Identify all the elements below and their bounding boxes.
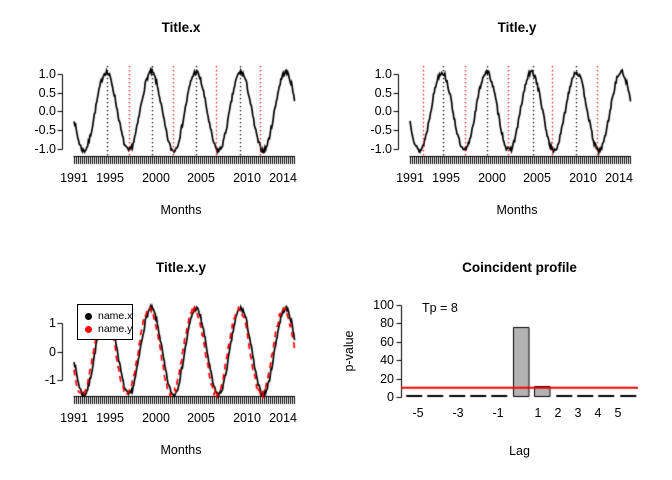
legend-dot-red-icon bbox=[85, 326, 92, 333]
x-tick-label: 1995 bbox=[96, 411, 124, 425]
tp-annotation: Tp = 8 bbox=[422, 301, 458, 315]
chart-title: Coincident profile bbox=[462, 260, 577, 275]
y-tick-label: 80 bbox=[380, 316, 394, 330]
x-tick-label: 2005 bbox=[187, 411, 215, 425]
x-tick-label: 2005 bbox=[187, 171, 215, 185]
y-tick-label: -0.5 bbox=[34, 123, 56, 137]
x-tick-label: 1 bbox=[534, 406, 542, 420]
x-tick-label: 2 bbox=[554, 406, 562, 420]
y-tick-label: 0 bbox=[387, 390, 394, 404]
y-tick-label: -1 bbox=[44, 373, 56, 387]
legend-label: name.y bbox=[98, 323, 133, 335]
panel-coincident-profile: Coincident profile Lag p-value Tp = 8 0 2… bbox=[336, 240, 672, 480]
x-tick-label: 2000 bbox=[142, 411, 170, 425]
x-tick-label: 2005 bbox=[523, 171, 551, 185]
x-tick-label: 5 bbox=[614, 406, 622, 420]
legend-item-name-x: name.x bbox=[85, 310, 132, 323]
title-x-chart-canvas bbox=[0, 0, 336, 240]
y-tick-label: 0.5 bbox=[374, 86, 392, 100]
panel-title-xy: Title.x.y Months name.x name.y 1 0 -1 1991 1… bbox=[0, 240, 336, 480]
y-tick-label: 0 bbox=[49, 345, 56, 359]
y-tick-label: 1 bbox=[49, 316, 56, 330]
x-axis-title: Months bbox=[160, 203, 202, 217]
x-tick-label: 2014 bbox=[605, 171, 633, 185]
y-tick-label: 0.5 bbox=[38, 86, 56, 100]
y-tick-label: -1.0 bbox=[34, 142, 56, 156]
y-tick-label: 40 bbox=[380, 353, 394, 367]
panel-title-y: Title.y Months 1.0 0.5 0.0 -0.5 -1.0 1991 1995… bbox=[336, 0, 672, 240]
x-tick-label: 1991 bbox=[60, 171, 88, 185]
x-tick-label: -5 bbox=[412, 406, 424, 420]
x-tick-label: 4 bbox=[594, 406, 602, 420]
chart-title: Title.x.y bbox=[155, 260, 207, 275]
y-tick-label: 20 bbox=[380, 372, 394, 386]
x-axis-title: Lag bbox=[509, 444, 530, 458]
chart-title: Title.x bbox=[161, 20, 201, 35]
legend-label: name.x bbox=[98, 310, 133, 322]
y-tick-label: 1.0 bbox=[38, 67, 56, 81]
panel-title-x: Title.x Months 1.0 0.5 0.0 -0.5 -1.0 1991 1995… bbox=[0, 0, 336, 240]
y-tick-label: 60 bbox=[380, 335, 394, 349]
x-tick-label: 2010 bbox=[233, 171, 261, 185]
x-tick-label: 2014 bbox=[269, 171, 297, 185]
chart-title: Title.y bbox=[497, 20, 537, 35]
title-xy-chart-canvas bbox=[0, 240, 336, 480]
legend-dot-black-icon bbox=[85, 313, 92, 320]
y-tick-label: 1.0 bbox=[374, 67, 392, 81]
legend-item-name-y: name.y bbox=[85, 323, 132, 336]
x-tick-label: 2000 bbox=[478, 171, 506, 185]
x-tick-label: -3 bbox=[452, 406, 464, 420]
x-tick-label: 2010 bbox=[233, 411, 261, 425]
legend: name.x name.y bbox=[77, 304, 133, 340]
x-tick-label: 2014 bbox=[269, 411, 297, 425]
coincident-profile-chart-canvas bbox=[336, 240, 672, 480]
x-axis-title: Months bbox=[160, 443, 202, 457]
x-tick-label: 2010 bbox=[569, 171, 597, 185]
x-tick-label: 2000 bbox=[142, 171, 170, 185]
y-tick-label: 100 bbox=[373, 298, 394, 312]
x-axis-title: Months bbox=[496, 203, 538, 217]
x-tick-label: 1991 bbox=[396, 171, 424, 185]
y-tick-label: 0.0 bbox=[374, 104, 392, 118]
x-tick-label: 1991 bbox=[60, 411, 88, 425]
y-tick-label: -1.0 bbox=[370, 142, 392, 156]
y-axis-title: p-value bbox=[342, 330, 356, 372]
y-tick-label: -0.5 bbox=[370, 123, 392, 137]
x-tick-label: -1 bbox=[492, 406, 504, 420]
x-tick-label: 3 bbox=[574, 406, 582, 420]
title-y-chart-canvas bbox=[336, 0, 672, 240]
x-tick-label: 1995 bbox=[96, 171, 124, 185]
x-tick-label: 1995 bbox=[432, 171, 460, 185]
y-tick-label: 0.0 bbox=[38, 104, 56, 118]
